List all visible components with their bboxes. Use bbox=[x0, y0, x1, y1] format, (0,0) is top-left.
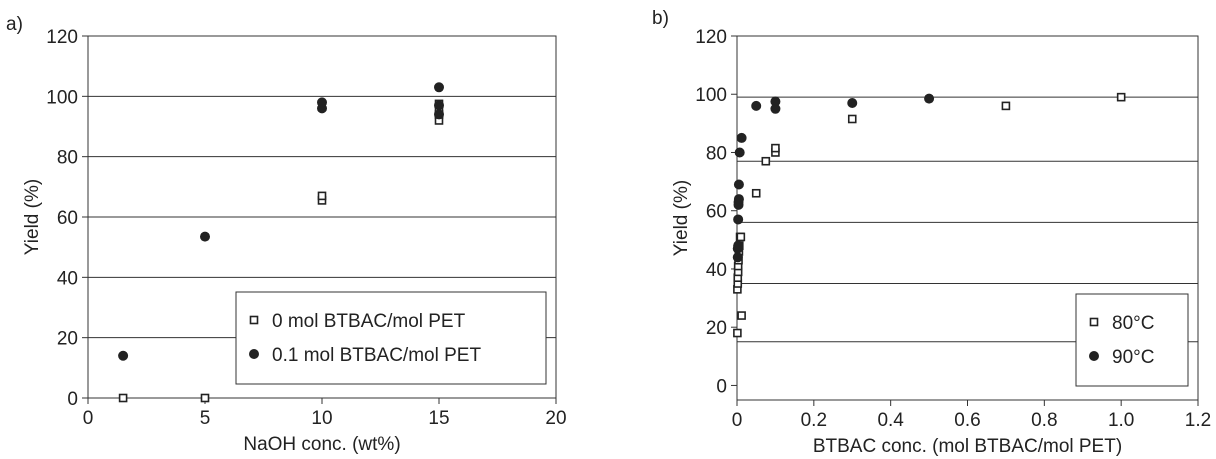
point-square-s0 bbox=[761, 156, 771, 166]
point-circle-s1 bbox=[770, 103, 781, 114]
point-square-s0 bbox=[737, 311, 746, 320]
point-square-s0 bbox=[1116, 92, 1126, 102]
point-square-s0 bbox=[733, 328, 742, 338]
legend-marker-open-square-a bbox=[249, 315, 259, 325]
point-circle-s1 bbox=[434, 109, 444, 120]
legend-a: 0 mol BTBAC/mol PET 0.1 mol BTBAC/mol PE… bbox=[235, 291, 547, 385]
point-square-s0 bbox=[1001, 101, 1011, 111]
y-tick-label: 100 bbox=[46, 87, 78, 108]
y-tick-label: 60 bbox=[57, 208, 78, 229]
point-circle-s1 bbox=[751, 100, 762, 111]
y-axis-label-b: Yield (%) bbox=[671, 180, 692, 256]
point-square-s0 bbox=[118, 393, 128, 403]
y-tick-label: 120 bbox=[46, 27, 78, 48]
legend-marker-filled-circle-a bbox=[249, 349, 259, 359]
x-tick-label: 10 bbox=[311, 408, 332, 429]
legend-marker-filled-circle-b bbox=[1089, 351, 1099, 361]
legend-entry-1-b: 90°C bbox=[1112, 347, 1154, 368]
x-axis-ticks-b: 0 0.2 0.4 0.6 0.8 1.0 1.2 bbox=[732, 400, 1211, 431]
y-axis-ticks-a: 0 20 40 60 80 100 120 bbox=[46, 27, 88, 410]
y-tick-label: 80 bbox=[706, 143, 727, 164]
legend-marker-open-square-b bbox=[1089, 317, 1099, 327]
point-circle-s1 bbox=[847, 97, 858, 108]
x-tick-label: 1.0 bbox=[1108, 410, 1134, 431]
y-tick-label: 120 bbox=[695, 27, 727, 48]
point-circle-s1 bbox=[317, 97, 327, 108]
point-circle-s1 bbox=[924, 93, 935, 104]
point-circle-s1 bbox=[732, 252, 743, 263]
point-circle-s1 bbox=[733, 194, 744, 205]
y-axis-label-a: Yield (%) bbox=[22, 179, 43, 255]
legend-box-a bbox=[235, 291, 547, 385]
y-tick-label: 80 bbox=[57, 148, 78, 169]
point-square-s0 bbox=[200, 393, 210, 403]
point-square-s0 bbox=[751, 188, 761, 198]
legend-marker bbox=[249, 349, 259, 359]
x-tick-label: 0 bbox=[83, 408, 94, 429]
point-circle-s1 bbox=[200, 231, 210, 242]
y-tick-label: 0 bbox=[716, 376, 727, 397]
y-tick-label: 20 bbox=[706, 318, 727, 339]
legend-marker bbox=[249, 315, 259, 325]
x-tick-label: 0 bbox=[732, 410, 743, 431]
x-tick-label: 20 bbox=[545, 408, 566, 429]
y-tick-label: 20 bbox=[57, 329, 78, 350]
chart-panel-a: a) 0 5 10 15 20 0 20 40 60 80 100 120 NaOH conc. (… bbox=[6, 14, 567, 455]
x-tick-label: 1.2 bbox=[1185, 410, 1211, 431]
legend-marker bbox=[1089, 351, 1099, 361]
x-tick-label: 0.4 bbox=[877, 410, 904, 431]
legend-box-b bbox=[1075, 293, 1189, 387]
data-points-b bbox=[732, 92, 1126, 338]
x-tick-label: 5 bbox=[200, 408, 211, 429]
x-axis-label-a: NaOH conc. (wt%) bbox=[243, 434, 400, 455]
point-circle-s1 bbox=[434, 82, 444, 93]
x-tick-label: 0.8 bbox=[1031, 410, 1057, 431]
data-points-a bbox=[118, 82, 444, 403]
x-tick-label: 0.2 bbox=[801, 410, 827, 431]
point-square-s0 bbox=[847, 114, 857, 124]
y-tick-label: 0 bbox=[67, 389, 78, 410]
point-circle-s1 bbox=[434, 100, 444, 111]
legend-marker bbox=[1089, 317, 1099, 327]
legend-entry-0-b: 80°C bbox=[1112, 313, 1154, 334]
panel-label-a: a) bbox=[6, 14, 23, 35]
y-tick-label: 60 bbox=[706, 202, 727, 223]
legend-b: 80°C 90°C bbox=[1075, 293, 1189, 387]
x-axis-ticks-a: 0 5 10 15 20 bbox=[83, 398, 567, 429]
legend-entry-1-a: 0.1 mol BTBAC/mol PET bbox=[272, 345, 481, 366]
point-circle-s1 bbox=[734, 147, 745, 158]
point-circle-s1 bbox=[733, 179, 744, 190]
point-circle-s1 bbox=[118, 350, 129, 361]
point-circle-s1 bbox=[733, 214, 744, 225]
panel-label-b: b) bbox=[652, 8, 669, 29]
point-circle-s1 bbox=[733, 240, 744, 251]
x-tick-label: 0.6 bbox=[954, 410, 980, 431]
point-square-s0 bbox=[736, 232, 746, 242]
point-circle-s1 bbox=[770, 96, 781, 107]
point-square-s0 bbox=[771, 143, 780, 153]
x-tick-label: 15 bbox=[428, 408, 449, 429]
chart-panel-b: b) 0 0.2 0.4 0.6 0.8 1.0 1.2 0 20 40 60 80 100 120 B… bbox=[652, 8, 1211, 457]
point-circle-s1 bbox=[736, 132, 747, 143]
y-tick-label: 100 bbox=[695, 85, 727, 106]
y-tick-label: 40 bbox=[706, 260, 727, 281]
point-square-s0 bbox=[317, 191, 327, 201]
y-axis-ticks-b: 0 20 40 60 80 100 120 bbox=[695, 27, 737, 397]
x-axis-label-b: BTBAC conc. (mol BTBAC/mol PET) bbox=[813, 436, 1122, 457]
legend-entry-0-a: 0 mol BTBAC/mol PET bbox=[272, 311, 466, 332]
y-tick-label: 40 bbox=[57, 268, 78, 289]
